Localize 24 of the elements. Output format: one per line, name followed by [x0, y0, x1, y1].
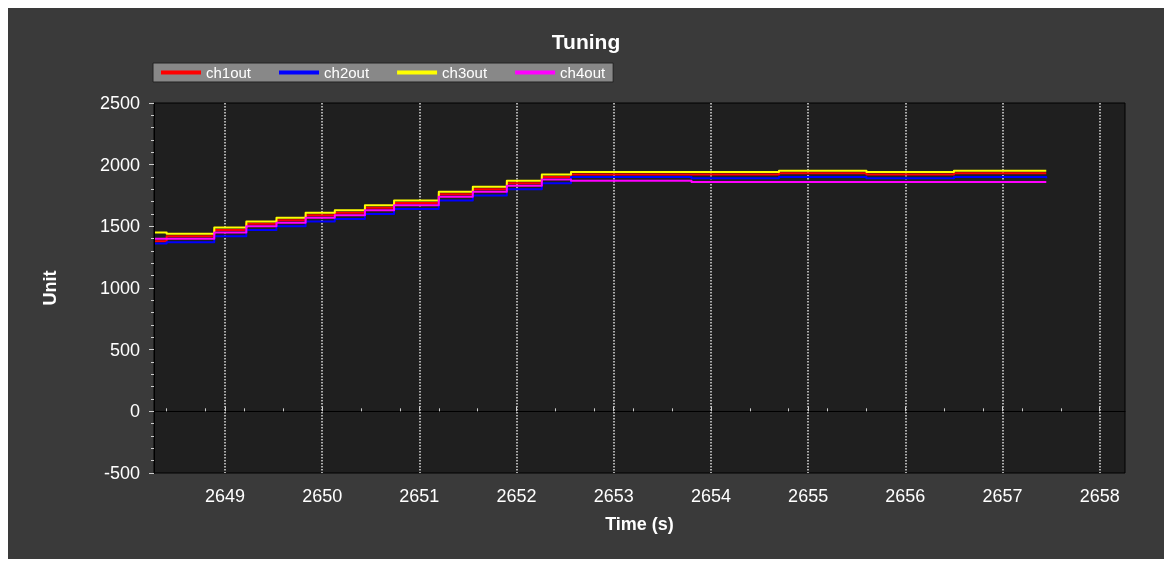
y-tick-label: 1500: [99, 216, 140, 237]
x-tick-label: 2650: [302, 486, 343, 506]
x-tick-label: 2657: [982, 486, 1023, 506]
y-tick-label: 1000: [99, 278, 140, 298]
legend-label: ch4out: [560, 64, 606, 81]
y-axis-title: Unit: [40, 270, 60, 306]
x-tick-label: 2651: [399, 486, 440, 506]
y-tick-label: 500: [109, 339, 140, 360]
x-tick-label: 2658: [1079, 486, 1120, 506]
x-tick-label: 2653: [593, 486, 634, 506]
y-tick-label: 2500: [99, 93, 140, 113]
legend-label: ch1out: [206, 64, 252, 81]
y-tick-label: 0: [129, 401, 140, 422]
x-axis-title: Time (s): [605, 514, 674, 534]
y-tick-label: 2000: [99, 154, 140, 175]
chart-title: Tuning: [551, 30, 621, 53]
x-tick-label: 2652: [496, 486, 537, 506]
x-tick-label: 2656: [885, 486, 926, 506]
x-tick-label: 2649: [204, 486, 245, 506]
y-tick-label: -500: [103, 463, 140, 483]
legend-label: ch3out: [442, 64, 488, 81]
legend-label: ch2out: [324, 64, 370, 81]
x-tick-label: 2655: [788, 486, 829, 506]
x-tick-label: 2654: [690, 486, 731, 506]
